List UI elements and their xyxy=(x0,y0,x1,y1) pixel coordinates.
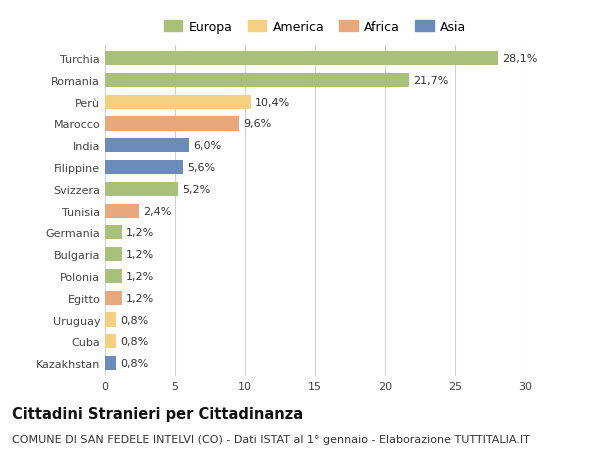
Text: 0,8%: 0,8% xyxy=(121,315,149,325)
Text: 5,6%: 5,6% xyxy=(188,162,216,173)
Bar xyxy=(105,95,251,110)
Text: 2,4%: 2,4% xyxy=(143,206,171,216)
Bar xyxy=(105,139,189,153)
Bar xyxy=(105,313,116,327)
Bar xyxy=(105,117,239,131)
Bar xyxy=(105,335,116,349)
Text: 0,8%: 0,8% xyxy=(121,358,149,368)
Bar xyxy=(105,73,409,88)
Text: 10,4%: 10,4% xyxy=(255,97,290,107)
Bar xyxy=(105,269,122,284)
Text: 28,1%: 28,1% xyxy=(503,54,538,64)
Bar xyxy=(105,204,139,218)
Bar xyxy=(105,247,122,262)
Text: 6,0%: 6,0% xyxy=(193,141,221,151)
Text: 1,2%: 1,2% xyxy=(126,250,154,260)
Text: COMUNE DI SAN FEDELE INTELVI (CO) - Dati ISTAT al 1° gennaio - Elaborazione TUTT: COMUNE DI SAN FEDELE INTELVI (CO) - Dati… xyxy=(12,434,530,444)
Text: 0,8%: 0,8% xyxy=(121,336,149,347)
Legend: Europa, America, Africa, Asia: Europa, America, Africa, Asia xyxy=(161,18,469,36)
Text: 5,2%: 5,2% xyxy=(182,185,210,195)
Text: 1,2%: 1,2% xyxy=(126,271,154,281)
Text: Cittadini Stranieri per Cittadinanza: Cittadini Stranieri per Cittadinanza xyxy=(12,406,303,421)
Bar xyxy=(105,52,499,66)
Text: 1,2%: 1,2% xyxy=(126,293,154,303)
Bar xyxy=(105,356,116,370)
Bar xyxy=(105,182,178,196)
Bar xyxy=(105,291,122,305)
Text: 9,6%: 9,6% xyxy=(244,119,272,129)
Text: 21,7%: 21,7% xyxy=(413,76,448,86)
Text: 1,2%: 1,2% xyxy=(126,228,154,238)
Bar xyxy=(105,161,184,175)
Bar xyxy=(105,226,122,240)
